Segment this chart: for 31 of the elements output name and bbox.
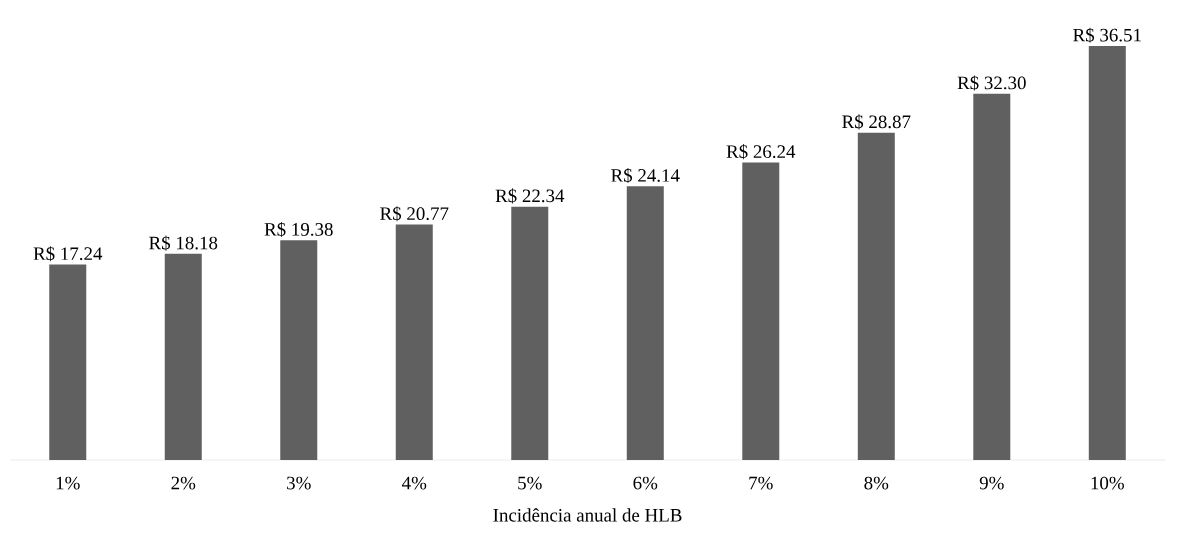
x-tick-label: 7% [749, 476, 773, 490]
data-label: R$ 19.38 [264, 221, 333, 238]
data-label: R$ 32.30 [957, 75, 1026, 91]
x-tick-label: 1% [56, 476, 80, 490]
x-axis-title: Incidência anual de HLB [493, 508, 682, 522]
bar [164, 253, 202, 460]
data-label: R$ 24.14 [611, 167, 680, 184]
x-tick-label: 3% [287, 476, 311, 490]
bar [626, 186, 664, 460]
bar [49, 264, 87, 460]
data-label: R$ 22.34 [495, 188, 565, 204]
bar [742, 162, 780, 460]
bar [973, 93, 1011, 460]
bar [395, 224, 433, 460]
data-label: R$ 26.24 [726, 144, 796, 160]
x-tick-label: 6% [633, 476, 658, 490]
bar [280, 240, 318, 460]
data-label: R$ 28.87 [842, 114, 911, 130]
data-label: R$ 20.77 [380, 206, 449, 222]
bar [1088, 46, 1126, 460]
bar [857, 132, 895, 460]
x-tick-label: 10% [1091, 476, 1124, 490]
data-label: R$ 18.18 [149, 235, 218, 251]
x-tick-label: 2% [171, 476, 196, 490]
x-tick-label: 8% [864, 476, 889, 490]
x-tick-label: 4% [402, 476, 427, 490]
data-label: R$ 36.51 [1073, 27, 1141, 43]
x-tick-label: 5% [518, 476, 542, 490]
x-tick-label: 9% [979, 476, 1004, 490]
bar [511, 206, 549, 460]
data-label: R$ 17.24 [33, 246, 103, 262]
